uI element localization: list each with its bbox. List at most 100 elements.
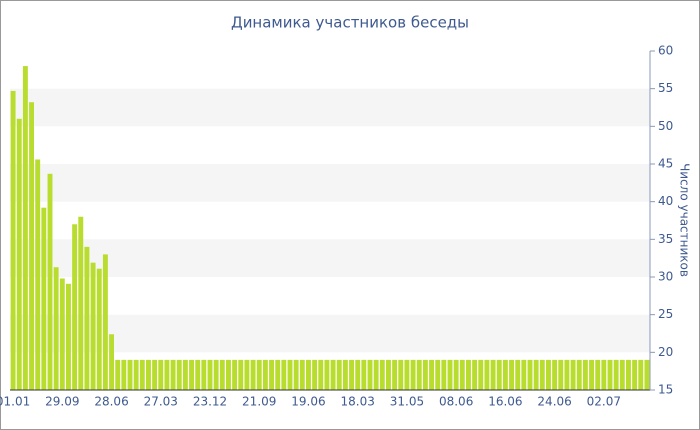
bar	[509, 359, 514, 390]
bar	[379, 359, 385, 390]
grid-band	[10, 239, 650, 277]
bar	[201, 359, 207, 390]
bar	[256, 359, 262, 390]
bar	[361, 359, 367, 390]
bar	[189, 359, 194, 390]
bar	[484, 359, 490, 390]
grid-band	[10, 164, 650, 202]
bar	[72, 224, 78, 390]
bar	[269, 359, 274, 390]
bar	[146, 359, 151, 390]
bar	[373, 359, 379, 390]
bar	[78, 216, 84, 390]
bar	[478, 359, 484, 390]
bar	[527, 359, 533, 390]
bar	[170, 359, 176, 390]
bar	[287, 359, 293, 390]
x-tick-label: 28.06	[94, 395, 128, 409]
bar	[22, 66, 28, 391]
bar	[342, 359, 348, 390]
bar	[312, 359, 318, 390]
bar	[472, 359, 478, 390]
x-tick-label: 18.03	[341, 395, 375, 409]
bar	[552, 359, 558, 390]
bar	[619, 359, 625, 390]
bar	[244, 359, 250, 390]
x-tick-label: 19.06	[291, 395, 325, 409]
bar	[330, 359, 336, 390]
bar	[410, 359, 416, 390]
bar	[539, 359, 545, 390]
bar	[589, 359, 594, 390]
bar	[293, 359, 299, 390]
bar	[35, 159, 41, 390]
bar	[533, 359, 539, 390]
bar	[404, 359, 410, 390]
bar	[441, 359, 447, 390]
y-tick-label: 15	[658, 383, 673, 397]
x-tick-label: 21.09	[242, 395, 276, 409]
y-tick-label: 50	[658, 119, 673, 133]
bar	[607, 359, 613, 390]
bar	[601, 359, 607, 390]
bar	[115, 359, 121, 390]
bar	[422, 359, 428, 390]
bar	[570, 359, 576, 390]
bar	[576, 359, 582, 390]
x-tick-label: 29.09	[45, 395, 79, 409]
bar	[453, 359, 459, 390]
y-axis-title: Число участников	[678, 163, 692, 277]
bar	[213, 359, 219, 390]
bar	[41, 207, 47, 390]
bar	[109, 334, 114, 390]
bar	[164, 359, 170, 390]
bar	[96, 268, 102, 390]
x-tick-label: 02.07	[587, 395, 621, 409]
bar	[275, 359, 281, 390]
bar	[207, 359, 213, 390]
bar	[466, 359, 471, 390]
bar	[515, 359, 521, 390]
y-tick-label: 40	[658, 194, 673, 208]
y-tick-label: 20	[658, 345, 673, 359]
bar	[595, 359, 601, 390]
y-tick-label: 35	[658, 232, 673, 246]
bar	[53, 267, 59, 390]
bar	[226, 359, 231, 390]
x-tick-label: 27.03	[144, 395, 178, 409]
y-tick-label: 45	[658, 157, 673, 171]
bar	[281, 359, 287, 390]
bar	[429, 359, 434, 390]
bar	[121, 359, 127, 390]
y-tick-label: 30	[658, 270, 673, 284]
bar	[638, 359, 644, 390]
bar	[392, 359, 398, 390]
bar	[546, 359, 551, 390]
bar	[582, 359, 588, 390]
bar	[386, 359, 391, 390]
bar	[219, 359, 225, 390]
bar	[262, 359, 268, 390]
bar	[632, 359, 638, 390]
bar	[59, 278, 65, 390]
bar	[66, 283, 71, 390]
bar	[336, 359, 342, 390]
bar	[306, 359, 311, 390]
bar	[238, 359, 244, 390]
bar	[232, 359, 238, 390]
bar	[133, 359, 139, 390]
bar	[521, 359, 527, 390]
bar	[139, 359, 145, 390]
bar	[644, 359, 650, 390]
y-tick-label: 25	[658, 307, 673, 321]
grid-band	[10, 314, 650, 353]
x-tick-label: 31.05	[390, 395, 424, 409]
bar	[10, 90, 16, 390]
bar	[613, 359, 619, 390]
bar	[152, 359, 158, 390]
bar	[84, 246, 90, 390]
bar	[398, 359, 404, 390]
bar	[349, 359, 354, 390]
bar	[299, 359, 305, 390]
